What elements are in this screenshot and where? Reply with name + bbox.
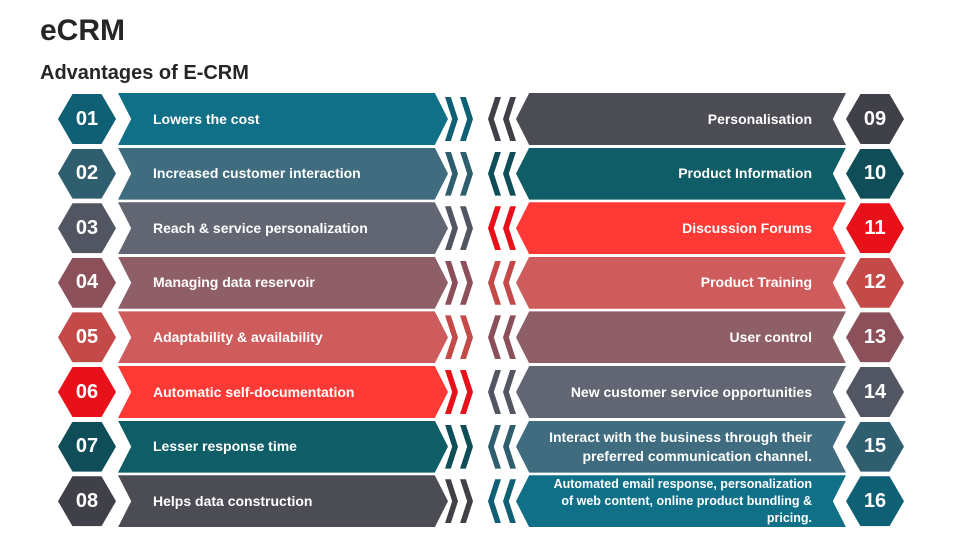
item-label-banner: Lesser response time [118,420,448,473]
left-item-06: 06 Automatic self-documentation [58,366,478,418]
number-hexagon: 16 [846,476,904,527]
item-label-banner: Automatic self-documentation [118,366,448,418]
item-label-banner: Reach & service personalization [118,202,448,255]
page-title: eCRM [40,14,126,47]
number-hexagon: 01 [58,94,116,144]
chevron-icon [460,97,473,141]
left-item-05: 05 Adaptability & availability [58,311,478,364]
item-label-banner: Product Information [516,147,846,200]
chevron-icon [488,424,501,469]
chevron-icon [503,479,516,524]
chevron-icon [460,370,473,414]
chevron-icon [460,315,473,360]
chevron-icon [503,424,516,469]
item-label-banner: Adaptability & availability [118,311,448,364]
number-hexagon: 02 [58,148,116,199]
number-hexagon: 12 [846,257,904,308]
chevron-icon [503,97,516,141]
chevron-icon [503,370,516,414]
chevron-icon [460,260,473,305]
chevron-icon [503,260,516,305]
number-hexagon: 04 [58,257,116,308]
item-label-banner: Managing data reservoir [118,256,448,309]
number-hexagon: 14 [846,367,904,417]
left-item-02: 02 Increased customer interaction [58,147,478,200]
chevron-icon [488,151,501,196]
right-item-13: 13 User control [486,311,906,364]
chevron-icon [460,206,473,251]
item-label-banner: Interact with the business through their… [516,420,846,473]
page-subtitle: Advantages of E-CRM [40,62,249,84]
item-label-banner: Helps data construction [118,475,448,528]
chevron-icon [488,370,501,414]
chevron-icon [488,260,501,305]
item-label-banner: User control [516,311,846,364]
number-hexagon: 08 [58,476,116,527]
left-item-04: 04 Managing data reservoir [58,256,478,309]
number-hexagon: 10 [846,148,904,199]
left-item-01: 01 Lowers the cost [58,93,478,145]
number-hexagon: 07 [58,421,116,472]
number-hexagon: 11 [846,203,904,254]
item-label-banner: Discussion Forums [516,202,846,255]
number-hexagon: 09 [846,94,904,144]
right-item-14: 14 New customer service opportunities [486,366,906,418]
right-item-11: 11 Discussion Forums [486,202,906,255]
chevron-icon [488,479,501,524]
chevron-icon [460,479,473,524]
right-item-09: 09 Personalisation [486,93,906,145]
number-hexagon: 13 [846,312,904,363]
left-item-03: 03 Reach & service personalization [58,202,478,255]
number-hexagon: 03 [58,203,116,254]
item-label-banner: Increased customer interaction [118,147,448,200]
chevron-icon [460,151,473,196]
right-item-12: 12 Product Training [486,256,906,309]
right-item-15: 15 Interact with the business through the… [486,420,906,473]
chevron-icon [488,97,501,141]
right-item-10: 10 Product Information [486,147,906,200]
item-label-banner: Personalisation [516,93,846,145]
chevron-icon [460,424,473,469]
number-hexagon: 05 [58,312,116,363]
chevron-icon [503,151,516,196]
chevron-icon [488,315,501,360]
item-label-banner: Automated email response, personalizatio… [516,475,846,528]
number-hexagon: 15 [846,421,904,472]
left-item-08: 08 Helps data construction [58,475,478,528]
item-label-banner: New customer service opportunities [516,366,846,418]
chevron-icon [488,206,501,251]
item-label-banner: Lowers the cost [118,93,448,145]
number-hexagon: 06 [58,367,116,417]
chevron-icon [503,315,516,360]
chevron-icon [503,206,516,251]
item-label-banner: Product Training [516,256,846,309]
left-item-07: 07 Lesser response time [58,420,478,473]
right-item-16: 16 Automated email response, personalizat… [486,475,906,528]
